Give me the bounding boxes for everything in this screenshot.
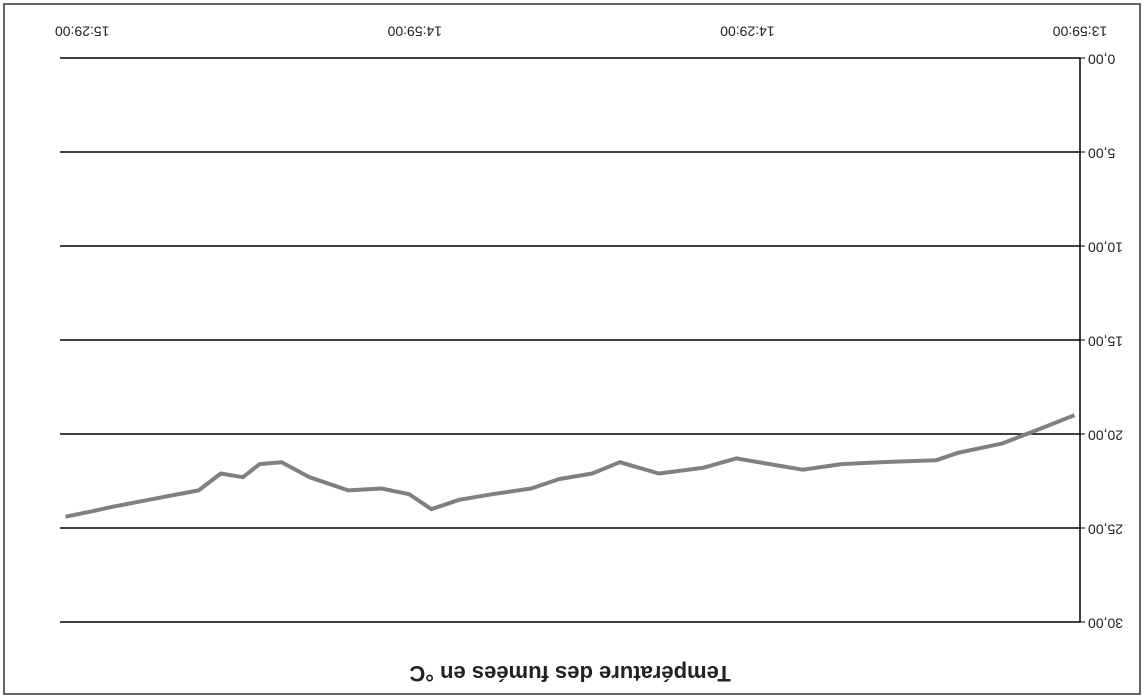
y-tick-label: 25,00: [1088, 521, 1123, 537]
y-tick-label: 0,00: [1088, 51, 1115, 67]
x-tick-label: 13:59:00: [1053, 23, 1108, 39]
chart-title: Température des fumées en °C: [409, 661, 730, 686]
data-line: [65, 413, 1076, 519]
y-tick-label: 30,00: [1088, 615, 1123, 631]
y-tick-label: 10,00: [1088, 239, 1123, 255]
y-tick-label: 5,00: [1088, 145, 1115, 161]
x-tick-label: 14:29:00: [720, 23, 775, 39]
x-tick-label: 14:59:00: [387, 23, 442, 39]
frame: [3, 3, 1141, 695]
y-tick-label: 20,00: [1088, 427, 1123, 443]
y-tick-label: 15,00: [1088, 333, 1123, 349]
x-tick-label: 15:29:00: [55, 23, 110, 39]
